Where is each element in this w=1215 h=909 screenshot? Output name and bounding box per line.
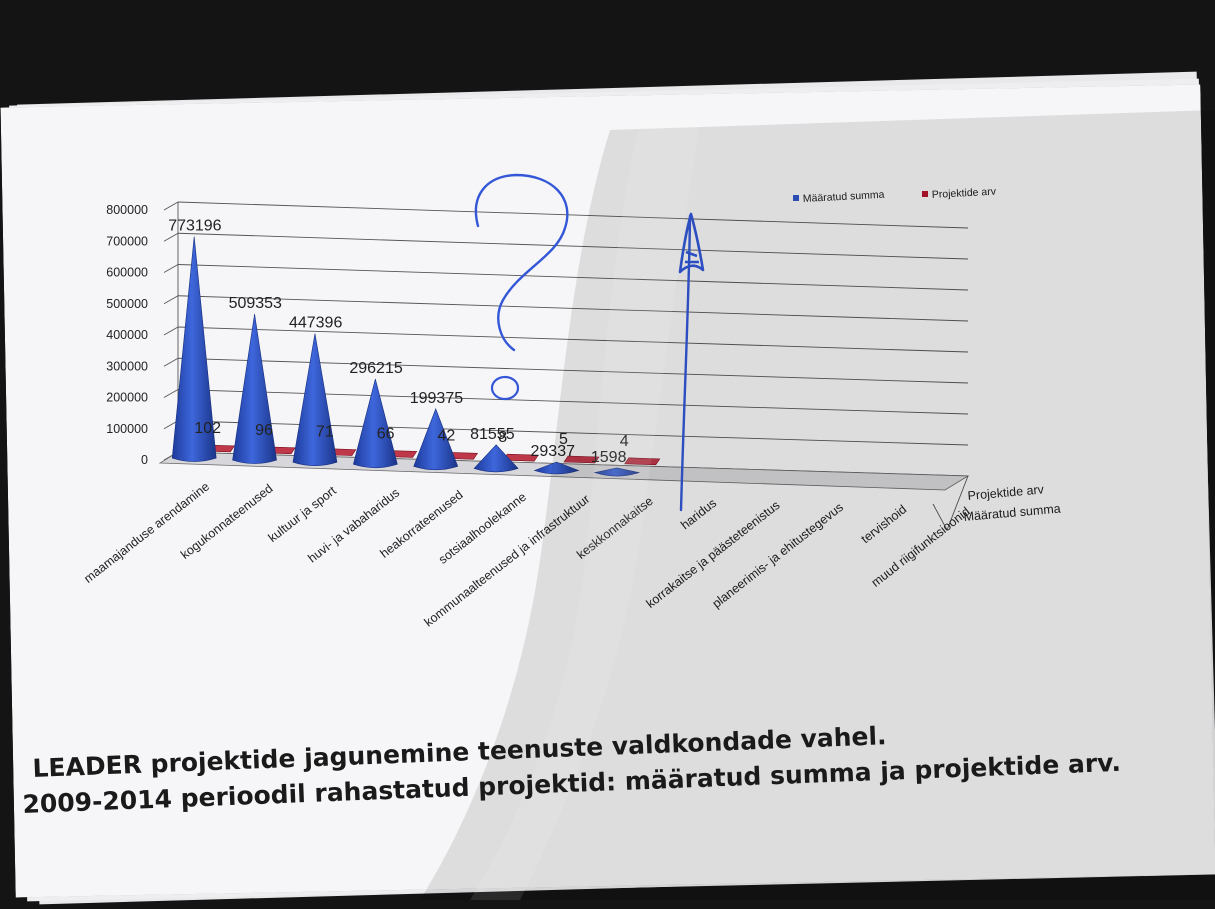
question-dot-ink <box>490 375 520 401</box>
data-label-maaratud-summa: 509353 <box>229 295 282 312</box>
depth-label-maaratud-summa: Määratud summa <box>963 502 1061 524</box>
bar-maaratud-summa <box>413 408 459 471</box>
grid-line <box>177 326 969 353</box>
y-tick-label: 800000 <box>106 203 148 217</box>
legend-swatch <box>793 195 799 201</box>
x-tick-label: haridus <box>678 496 719 532</box>
x-tick-label: planeerimis- ja ehitustegevus <box>710 500 846 611</box>
bar-maaratud-summa <box>533 461 580 475</box>
data-label-maaratud-summa: 29337 <box>531 443 576 460</box>
bar-projektide-arv <box>563 455 600 464</box>
legend-label: Määratud summa <box>803 189 885 205</box>
series-maaratud-summa <box>171 236 641 477</box>
x-tick-label: korrakaitse ja päästeteenistus <box>644 498 783 611</box>
y-tick-label: 300000 <box>106 359 148 373</box>
question-mark-ink <box>474 173 569 352</box>
y-tick-label: 500000 <box>106 297 148 311</box>
data-labels: 102 96 71 66 42 8 5 4 773196 509353 447396 296215 19… <box>168 218 629 466</box>
x-tick-label: maamajanduse arendamine <box>81 479 212 585</box>
bar-maaratud-summa <box>292 333 338 466</box>
legend: Määratud summa Projektide arv <box>793 186 997 205</box>
grid-line <box>177 357 969 384</box>
data-label-projektide-arv: 66 <box>377 425 395 442</box>
grid-line <box>177 201 969 229</box>
x-axis-ticks: maamajanduse arendaminekogukonnateenused… <box>81 479 972 629</box>
grid-line-diag <box>163 232 179 242</box>
data-label-maaratud-summa: 81555 <box>470 426 515 443</box>
grid-line-diag <box>163 389 179 398</box>
depth-label-projektide-arv: Projektide arv <box>967 482 1045 503</box>
bar-maaratud-summa <box>593 467 641 477</box>
y-tick-label: 400000 <box>106 328 148 342</box>
data-label-projektide-arv: 71 <box>316 424 334 441</box>
arrow-head-ink <box>678 212 705 274</box>
data-label-maaratud-summa: 1598 <box>591 449 627 466</box>
y-tick-label: 0 <box>141 453 148 467</box>
bar-projektide-arv <box>624 457 661 466</box>
grid-line <box>177 264 969 291</box>
data-label-projektide-arv: 102 <box>194 420 221 437</box>
grid-line <box>177 295 969 322</box>
y-tick-label: 600000 <box>106 266 148 280</box>
bar-maaratud-summa <box>171 236 217 462</box>
grid-line-diag <box>163 326 179 336</box>
data-label-maaratud-summa: 199375 <box>410 390 463 407</box>
bar-maaratud-summa <box>352 378 398 469</box>
grid-line-diag <box>163 295 179 305</box>
y-axis-ticks: 0 100000 200000 300000 400000 500000 600000 700… <box>106 203 148 467</box>
data-label-projektide-arv: 42 <box>437 427 455 444</box>
grid-line-diag <box>163 357 179 367</box>
depth-axis-line <box>932 475 969 532</box>
data-label-maaratud-summa: 296215 <box>349 360 402 377</box>
bar-maaratud-summa <box>473 444 519 473</box>
bar-maaratud-summa <box>232 313 277 464</box>
y-tick-label: 200000 <box>106 391 148 405</box>
legend-swatch <box>922 191 928 197</box>
x-tick-label: tervishoid <box>858 502 909 546</box>
data-label-projektide-arv: 8 <box>498 429 507 446</box>
grid-line <box>177 232 969 260</box>
handwritten-marks <box>474 173 705 512</box>
data-label-maaratud-summa: 447396 <box>289 315 342 332</box>
y-tick-label: 700000 <box>106 234 148 248</box>
data-label-projektide-arv: 96 <box>255 422 273 439</box>
legend-label: Projektide arv <box>932 186 997 201</box>
data-label-projektide-arv: 5 <box>559 431 568 448</box>
arrow-line-ink <box>679 214 692 512</box>
grid-line-diag <box>163 201 179 211</box>
grid-line <box>177 389 969 415</box>
grid-line-diag <box>163 264 179 273</box>
y-tick-label: 100000 <box>106 422 148 436</box>
data-label-maaratud-summa: 773196 <box>168 218 221 235</box>
data-label-projektide-arv: 4 <box>620 433 629 450</box>
